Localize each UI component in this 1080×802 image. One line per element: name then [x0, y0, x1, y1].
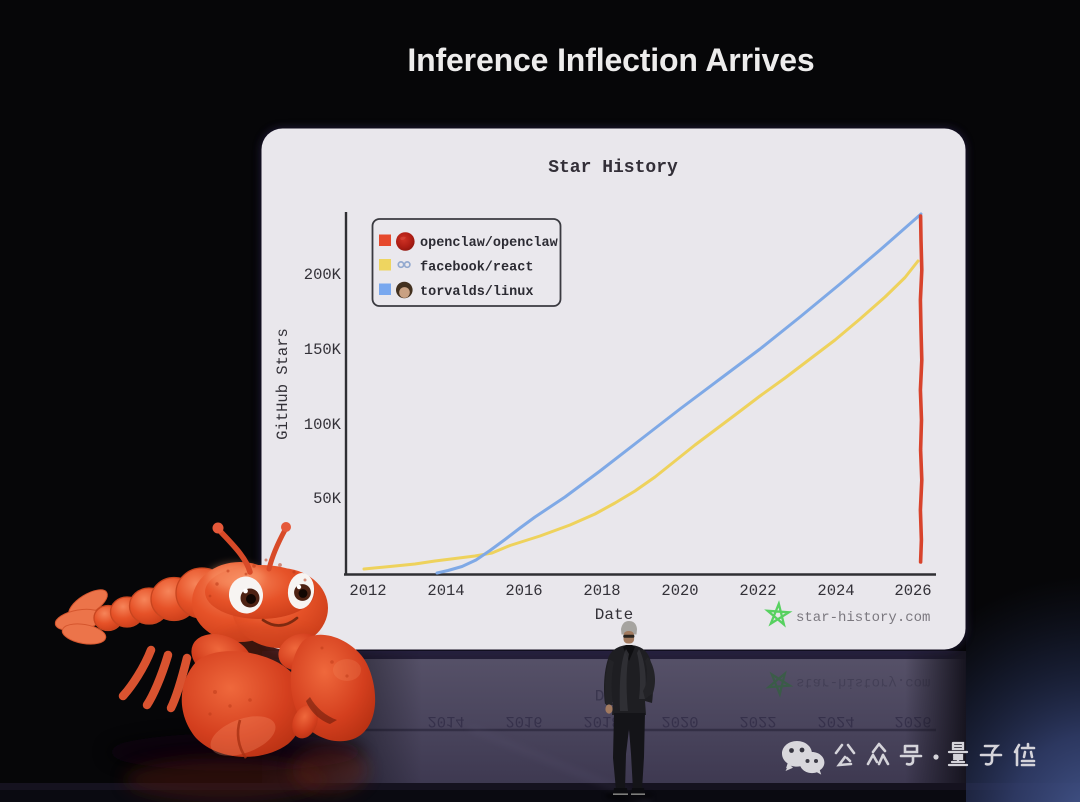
svg-text:Inference Inflection Arrives: Inference Inflection Arrives: [407, 42, 814, 78]
svg-text:2012: 2012: [349, 582, 386, 600]
svg-text:Star History: Star History: [548, 158, 678, 178]
svg-text:100K: 100K: [304, 416, 342, 434]
svg-text:torvalds/linux: torvalds/linux: [420, 285, 533, 300]
svg-text:GitHub Stars: GitHub Stars: [274, 328, 292, 440]
svg-text:200K: 200K: [304, 266, 342, 284]
svg-text:2014: 2014: [427, 712, 464, 730]
svg-text:facebook/react: facebook/react: [420, 261, 533, 276]
svg-text:2014: 2014: [427, 582, 464, 600]
svg-text:150K: 150K: [304, 341, 342, 359]
svg-text:2016: 2016: [505, 582, 542, 600]
svg-text:2018: 2018: [583, 712, 620, 730]
svg-text:50K: 50K: [313, 490, 342, 508]
svg-text:2024: 2024: [817, 712, 854, 730]
svg-text:star-history.com: star-history.com: [796, 610, 930, 626]
svg-text:2022: 2022: [739, 582, 776, 600]
svg-text:2020: 2020: [661, 582, 698, 600]
svg-text:2016: 2016: [505, 712, 542, 730]
svg-text:openclaw/openclaw: openclaw/openclaw: [420, 236, 559, 251]
svg-text:Date: Date: [595, 606, 633, 624]
svg-text:star-history.com: star-history.com: [796, 674, 930, 690]
svg-text:2018: 2018: [583, 582, 620, 600]
svg-text:2020: 2020: [661, 712, 698, 730]
svg-text:2026: 2026: [894, 582, 931, 600]
svg-text:2022: 2022: [739, 712, 776, 730]
svg-text:2024: 2024: [817, 582, 854, 600]
